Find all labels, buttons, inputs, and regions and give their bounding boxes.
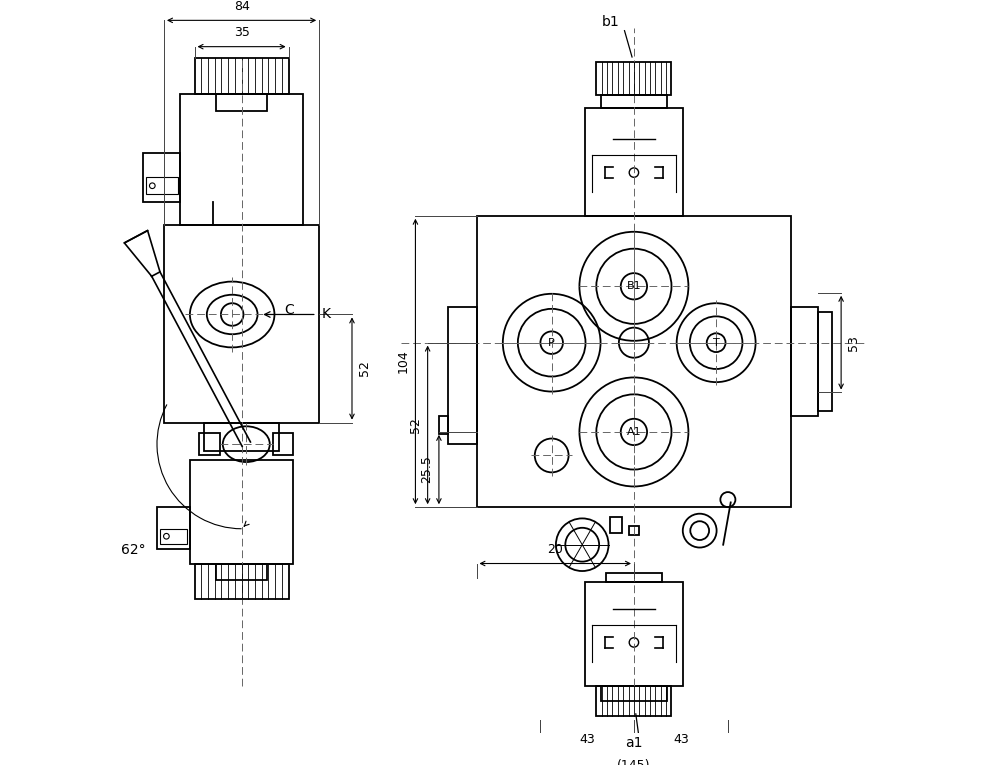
Text: T: T [713,337,720,347]
Text: 84: 84 [234,0,250,13]
Text: 52: 52 [358,360,371,376]
Bar [601,95,667,108]
Text: b1: b1 [602,15,619,29]
Bar [160,529,187,544]
Bar [629,526,639,536]
Text: 43: 43 [673,733,689,746]
Bar [190,460,293,564]
Text: a1: a1 [625,737,643,750]
Bar [448,308,477,444]
Bar [606,573,662,582]
Bar [791,308,818,415]
Bar [157,507,190,549]
Bar [199,433,220,455]
Bar [143,153,180,202]
Text: 104: 104 [397,350,410,373]
Bar [195,564,289,599]
Bar [216,93,267,111]
Text: A1: A1 [627,427,641,437]
Bar [146,177,178,194]
Text: (145): (145) [617,759,651,765]
Text: 52: 52 [409,417,422,433]
Bar [439,415,448,435]
Bar [204,422,279,451]
Bar [273,433,293,455]
Text: C: C [284,303,294,317]
Bar [585,582,683,685]
Bar [477,216,791,507]
Text: K: K [321,308,330,321]
Bar [216,564,267,581]
Bar [585,108,683,216]
Text: 20: 20 [547,543,563,556]
Text: 25.5: 25.5 [420,456,433,483]
Bar [180,93,303,225]
Bar [601,685,667,701]
Bar [164,225,319,422]
Text: 53: 53 [847,335,860,350]
Text: 43: 43 [579,733,595,746]
Bar [195,58,289,93]
Bar [608,516,660,582]
Text: 35: 35 [234,26,250,39]
Bar [596,62,671,95]
Text: P: P [548,337,555,347]
Bar [610,516,622,533]
Text: B1: B1 [627,282,641,291]
Bar [596,685,671,716]
Bar [818,312,832,411]
Text: 62°: 62° [121,543,146,557]
